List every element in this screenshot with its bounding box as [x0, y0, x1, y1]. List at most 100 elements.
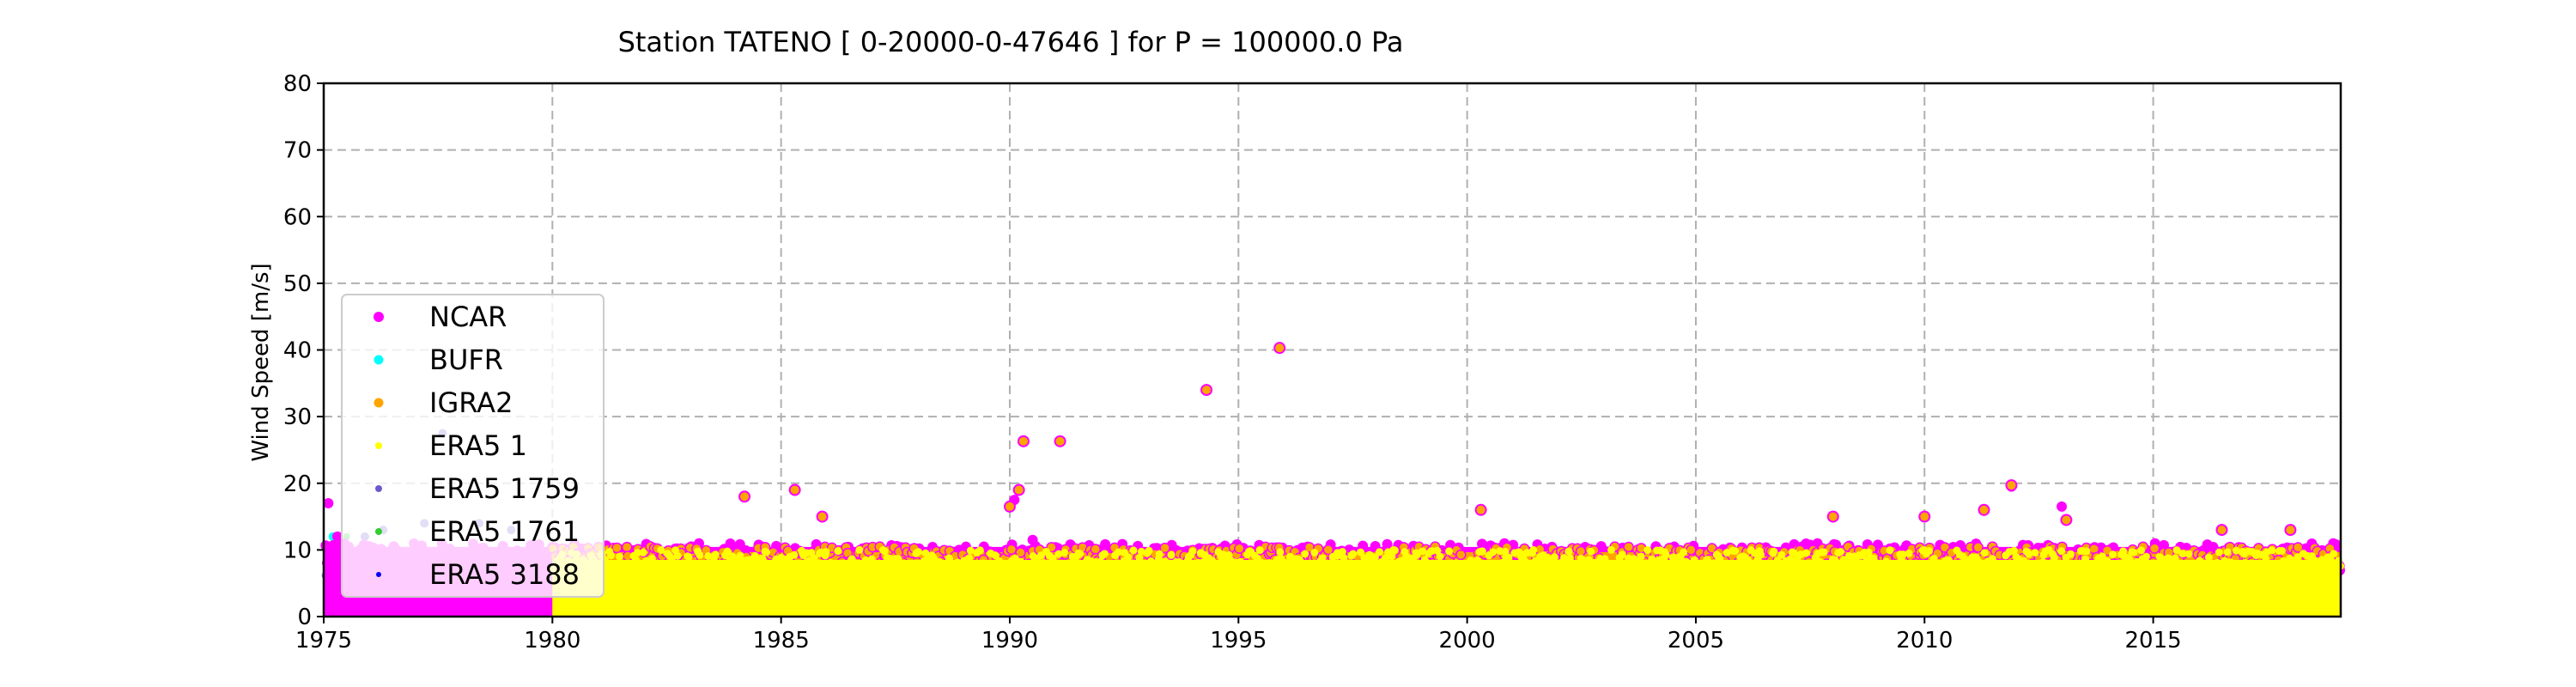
data-point [1078, 562, 1086, 571]
data-point [642, 556, 651, 565]
data-point [1175, 557, 1183, 566]
data-point [707, 561, 715, 569]
data-point [2005, 479, 2018, 492]
data-point [1057, 575, 1066, 584]
data-point [719, 572, 727, 581]
data-point [1276, 548, 1285, 556]
x-tick-label: 1985 [753, 628, 810, 654]
data-point [1240, 562, 1249, 570]
data-point [2103, 556, 2111, 565]
data-point [2063, 567, 2072, 575]
data-point [814, 559, 823, 568]
data-point [738, 490, 751, 503]
data-point [2057, 501, 2068, 512]
data-point [2025, 550, 2033, 558]
data-point [1668, 553, 1677, 562]
data-point [1268, 571, 1277, 580]
data-point [1624, 572, 1632, 581]
data-point [1974, 557, 1983, 566]
data-point [2123, 564, 2131, 573]
data-point [1905, 549, 1913, 557]
data-point [1980, 549, 1989, 557]
data-point [910, 559, 919, 568]
data-point [1756, 550, 1765, 559]
data-point [1691, 564, 1699, 573]
data-point [631, 556, 640, 564]
data-point [1469, 575, 1478, 583]
data-point [2020, 556, 2028, 565]
data-point [1355, 565, 1364, 574]
data-point [1301, 550, 1309, 558]
data-point [1473, 556, 1481, 564]
x-tick-label: 2015 [2125, 628, 2182, 654]
legend-marker [374, 355, 384, 365]
data-point [331, 569, 342, 581]
data-point [1542, 553, 1551, 562]
data-point [1822, 575, 1831, 583]
data-point [2207, 565, 2215, 574]
x-tick-label: 2010 [1896, 628, 1953, 654]
data-point [1690, 556, 1698, 564]
data-point [1030, 563, 1039, 572]
data-point [1893, 572, 1902, 581]
data-point [2176, 575, 2184, 584]
data-point [1073, 569, 1082, 578]
data-point [915, 571, 924, 580]
data-point [2311, 556, 2319, 565]
data-point [2213, 558, 2221, 567]
data-point [2173, 569, 2182, 578]
data-point [1982, 569, 1990, 578]
data-point [816, 510, 829, 523]
data-point [1698, 568, 1706, 576]
data-point [1966, 573, 1975, 581]
data-point [1803, 564, 1812, 573]
data-point [684, 553, 693, 562]
data-point [2148, 543, 2160, 554]
data-point [2332, 575, 2341, 584]
data-point [951, 567, 960, 575]
data-point [812, 575, 821, 584]
data-point [2178, 550, 2187, 558]
data-point [1878, 575, 1886, 583]
data-point [2011, 572, 2020, 581]
data-point [943, 574, 951, 582]
series-era5-1 [550, 545, 2345, 617]
data-point [852, 559, 860, 568]
data-point [1238, 575, 1247, 584]
data-point [1662, 550, 1670, 559]
data-point [1445, 547, 1454, 556]
data-point [1918, 510, 1931, 523]
y-tick-label: 30 [283, 404, 312, 430]
data-point [1035, 574, 1043, 582]
data-point [1338, 548, 1346, 556]
legend-item: ERA5 1761 [375, 515, 580, 548]
data-point [752, 574, 761, 582]
data-point [1816, 571, 1825, 580]
data-point [2268, 546, 2276, 555]
data-point [1960, 575, 1969, 584]
data-point [1084, 573, 1093, 581]
data-point [1356, 548, 1364, 556]
data-point [1929, 571, 1938, 580]
data-point [1258, 560, 1267, 568]
data-point [2330, 564, 2338, 573]
data-point [1370, 553, 1379, 562]
data-point [2275, 568, 2283, 576]
data-point [1959, 566, 1967, 575]
data-point [945, 555, 953, 563]
data-point [1716, 555, 1724, 563]
data-point [1249, 564, 1258, 573]
data-point [696, 550, 704, 559]
data-point [663, 564, 671, 573]
data-point [1943, 575, 1952, 583]
data-point [1005, 544, 1018, 556]
data-point [1279, 571, 1288, 580]
data-point [969, 573, 978, 581]
data-point [615, 552, 623, 561]
data-point [1522, 557, 1530, 566]
data-point [1382, 554, 1390, 562]
data-point [1128, 559, 1137, 568]
data-point [1550, 553, 1558, 562]
data-point [1349, 550, 1358, 558]
data-point [1076, 550, 1084, 558]
